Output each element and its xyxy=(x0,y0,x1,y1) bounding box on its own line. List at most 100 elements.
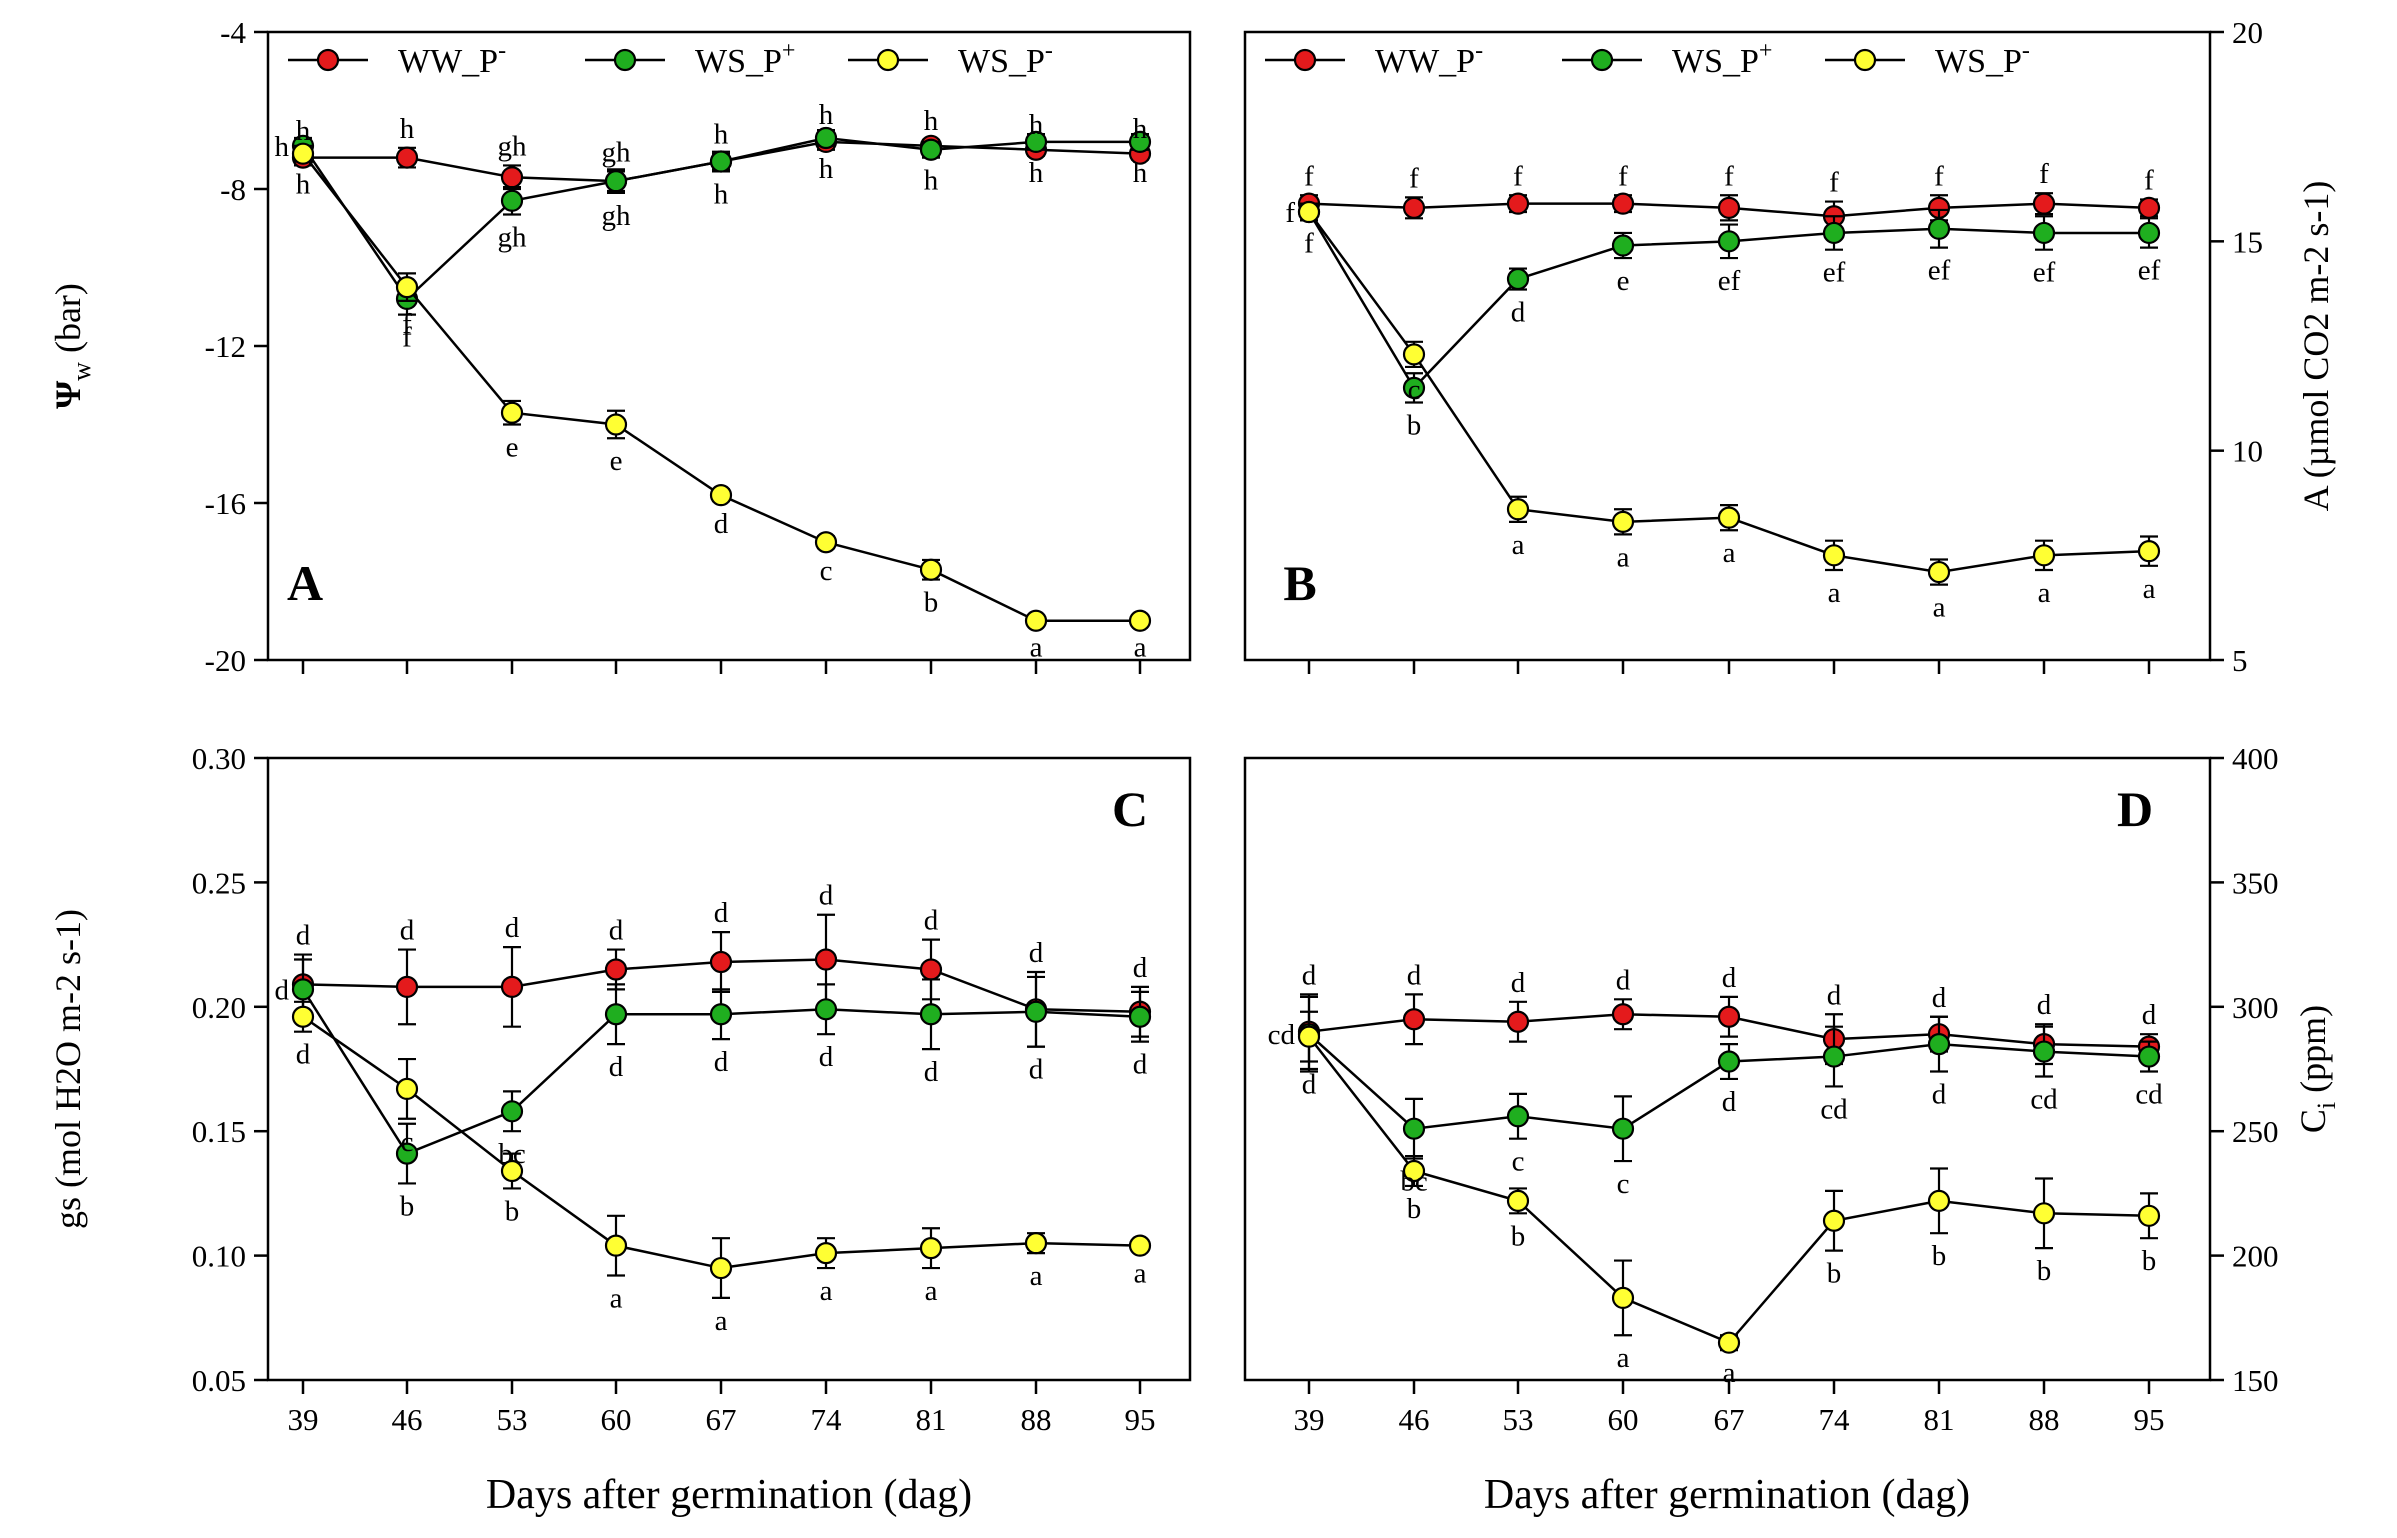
legend-entry: WS_P+ xyxy=(695,38,795,80)
significance-label: b xyxy=(1407,410,1422,442)
data-point-WSp xyxy=(1506,267,1530,291)
significance-label: f xyxy=(1513,160,1523,192)
panel-D: 150 200 250 300 350 400 39 46 53 60 67 74 81 88 95 d d d d… xyxy=(1243,741,2341,1437)
x-tick-label: 81 xyxy=(1924,1402,1955,1437)
significance-label: b xyxy=(1827,1258,1842,1290)
significance-label: b xyxy=(400,1190,415,1222)
y-tick-label: -20 xyxy=(205,643,246,678)
y-axis-label: Ψw (bar) xyxy=(48,283,96,409)
significance-label: h xyxy=(924,165,939,197)
legend-entry: WW_P- xyxy=(398,38,506,80)
significance-label: a xyxy=(610,1283,623,1315)
data-point-WW xyxy=(814,948,838,971)
significance-label: f xyxy=(2039,158,2049,190)
significance-label: c xyxy=(1408,374,1421,406)
significance-label: d xyxy=(1722,962,1737,994)
data-point-WSp xyxy=(1402,376,1426,399)
significance-label: d xyxy=(609,915,624,947)
significance-label: d xyxy=(1616,964,1631,996)
y-axis-label: A (µmol CO2 m-2 s-1) xyxy=(2296,181,2336,512)
data-point-WSp xyxy=(2032,221,2056,245)
data-point-WSm xyxy=(1927,1189,1951,1212)
legend-sup: + xyxy=(782,38,796,64)
data-point-WSm xyxy=(1024,1232,1048,1255)
data-point-WSm xyxy=(814,1242,838,1265)
significance-label: a xyxy=(925,1275,938,1307)
significance-label: a xyxy=(1030,1260,1043,1292)
data-point-WW xyxy=(1506,192,1530,215)
data-point-WSm xyxy=(1024,609,1048,632)
data-point-WSm xyxy=(2032,1202,2056,1225)
data-point-WSp xyxy=(1024,1000,1048,1023)
y-tick-label: 350 xyxy=(2232,865,2279,900)
data-point-WW xyxy=(1717,1005,1741,1028)
y-axis-label: gs (mol H2O m-2 s-1) xyxy=(48,909,88,1229)
significance-label: a xyxy=(1723,537,1736,569)
significance-label: a xyxy=(2038,577,2051,609)
y-tick-label: 5 xyxy=(2232,643,2248,678)
y-tick-label: 15 xyxy=(2232,224,2263,259)
data-point-WSp xyxy=(709,1003,733,1026)
data-point-WSm xyxy=(1402,343,1426,366)
legend-marker-WW xyxy=(1293,48,1317,72)
significance-label: d xyxy=(1133,1049,1148,1081)
data-point-WSm xyxy=(395,276,419,299)
data-point-WSp xyxy=(2032,1040,2056,1063)
significance-label: h xyxy=(1133,113,1148,145)
legend: WW_P- WS_P+ WS_P- xyxy=(1265,38,2030,80)
significance-label: f xyxy=(1934,160,1944,192)
significance-label: d xyxy=(714,508,729,540)
data-point-WSp xyxy=(1506,1105,1530,1128)
data-point-WSp xyxy=(500,1100,524,1123)
data-point-WSp xyxy=(1402,1117,1426,1140)
legend-label: WS_P xyxy=(1935,43,2022,80)
significance-label: d xyxy=(1932,982,1947,1014)
y-tick-label: 0.30 xyxy=(192,741,246,776)
legend-entry: WS_P- xyxy=(1935,38,2030,80)
significance-label: f xyxy=(1285,197,1295,229)
data-point-WSm xyxy=(291,142,315,165)
data-point-WSm xyxy=(291,1005,315,1028)
y-axis-label-main: Ψ xyxy=(48,381,88,409)
y-tick-label: 0.25 xyxy=(192,865,246,900)
x-tick-label: 39 xyxy=(1294,1402,1325,1437)
data-point-WSp xyxy=(1024,130,1048,153)
y-axis-label: Ci (ppm) xyxy=(2293,1005,2341,1133)
data-point-WW xyxy=(500,975,524,998)
significance-label: e xyxy=(506,432,519,464)
significance-label: a xyxy=(1828,577,1841,609)
legend-marker-WSp xyxy=(613,48,637,72)
x-tick-label: 88 xyxy=(2029,1402,2060,1437)
plot-frame xyxy=(1243,30,2212,662)
significance-label: e xyxy=(1617,265,1630,297)
data-point-WSp xyxy=(1822,1045,1846,1068)
y-tick-label: -4 xyxy=(220,15,246,50)
significance-label: gh xyxy=(498,130,528,162)
legend-marker-WW xyxy=(316,48,340,72)
x-tick-label: 88 xyxy=(1021,1402,1052,1437)
legend-label: WS_P xyxy=(1672,43,1759,80)
data-point-WW xyxy=(1611,192,1635,215)
significance-label: bc xyxy=(1400,1166,1427,1198)
data-point-WSm xyxy=(604,1234,628,1257)
y-tick-label: 0.20 xyxy=(192,990,246,1025)
data-point-WSp xyxy=(1611,1117,1635,1140)
significance-label: c xyxy=(401,1126,414,1158)
data-point-WSm xyxy=(500,401,524,424)
y-tick-label: 20 xyxy=(2232,15,2263,50)
x-tick-label: 53 xyxy=(497,1402,528,1437)
panel-letter: A xyxy=(287,555,323,611)
significance-label: a xyxy=(1030,632,1043,664)
data-point-WSm xyxy=(814,531,838,554)
significance-label: d xyxy=(819,880,834,912)
significance-label: gh xyxy=(602,200,632,232)
data-point-WSp xyxy=(814,998,838,1021)
significance-label: f xyxy=(1409,162,1419,194)
data-point-WSm xyxy=(919,558,943,581)
x-tick-label: 53 xyxy=(1503,1402,1534,1437)
y-tick-label: 300 xyxy=(2232,990,2279,1025)
data-point-WSp xyxy=(1927,217,1951,240)
significance-label: ef xyxy=(1718,265,1741,297)
legend-entry: WW_P- xyxy=(1375,38,1483,80)
